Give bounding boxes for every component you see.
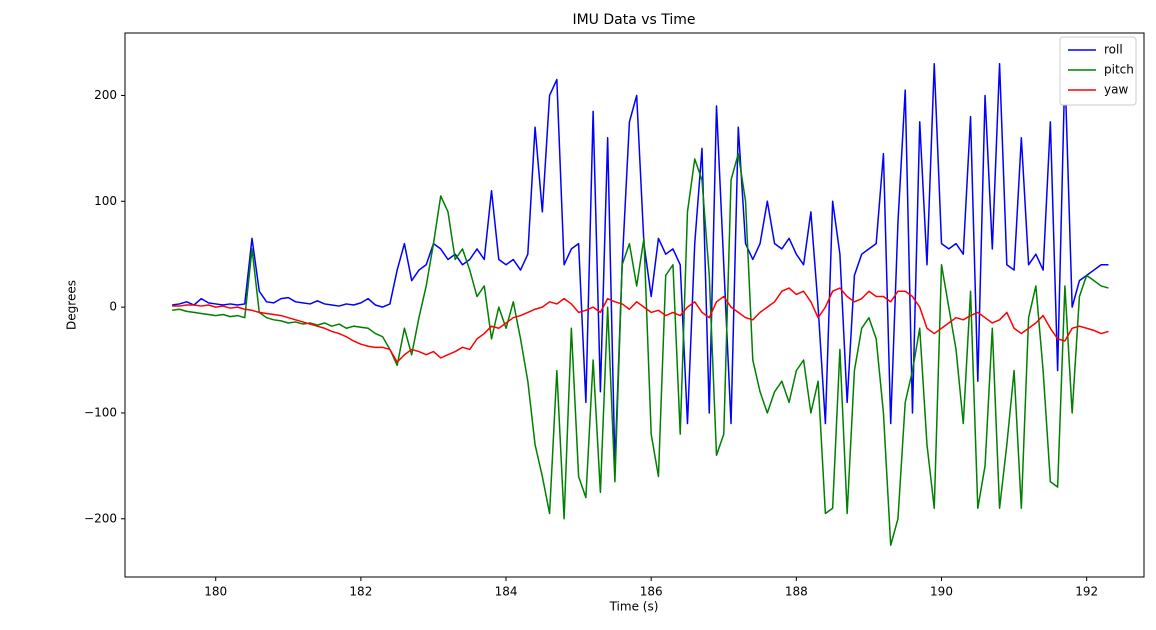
x-tick-label: 184 xyxy=(495,585,518,599)
x-tick-label: 186 xyxy=(640,585,663,599)
y-tick-label: −100 xyxy=(84,405,117,419)
line-series xyxy=(172,287,1109,363)
y-tick-label: 0 xyxy=(109,300,117,314)
legend-label: yaw xyxy=(1104,83,1128,97)
legend-box xyxy=(1059,36,1137,106)
x-tick-label: 180 xyxy=(204,585,227,599)
y-tick-label: 200 xyxy=(94,88,117,102)
x-tick-label: 182 xyxy=(349,585,372,599)
legend-label: roll xyxy=(1104,43,1123,57)
plot-frame xyxy=(124,32,1145,578)
chart-title: IMU Data vs Time xyxy=(572,12,695,28)
line-series xyxy=(172,62,1109,467)
y-tick-label: −200 xyxy=(84,511,117,525)
x-tick-label: 192 xyxy=(1075,585,1098,599)
legend-label: pitch xyxy=(1104,63,1134,77)
y-axis-label: Degrees xyxy=(65,280,79,330)
x-axis-label: Time (s) xyxy=(609,600,659,614)
line-series xyxy=(172,152,1109,546)
y-tick-label: 100 xyxy=(94,194,117,208)
x-tick-label: 188 xyxy=(785,585,808,599)
x-tick-label: 190 xyxy=(930,585,953,599)
